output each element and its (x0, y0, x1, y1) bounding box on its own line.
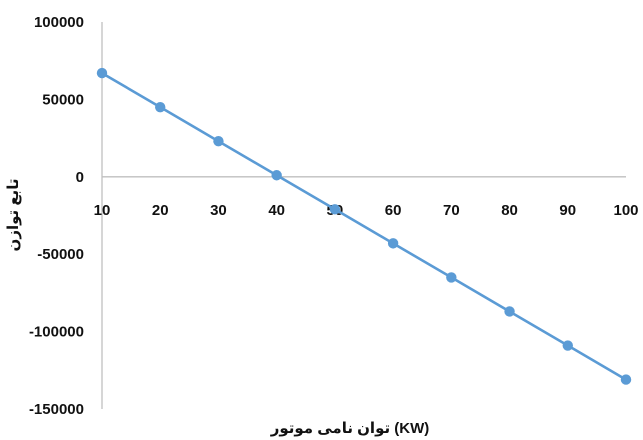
data-point (504, 306, 515, 317)
x-tick-label: 90 (559, 202, 576, 219)
data-point (155, 101, 166, 113)
x-tick-label: 40 (268, 202, 285, 219)
x-tick-label: 100 (613, 202, 638, 219)
y-tick-label: 50000 (42, 91, 84, 108)
data-point (387, 238, 399, 249)
y-axis: 100000 50000 0 -50000 -100000 -150000 (29, 14, 103, 418)
x-tick-label: 70 (443, 202, 460, 219)
x-axis-title: توان نامی موتور (KW) (270, 420, 430, 437)
series-layer (96, 67, 632, 385)
x-axis: 102030405060708090100 (94, 176, 639, 219)
x-tick-label: 80 (501, 202, 518, 219)
x-tick-label: 20 (152, 202, 169, 219)
data-point (271, 170, 282, 181)
data-point (96, 67, 108, 79)
y-tick-label: 100000 (34, 14, 84, 31)
x-tick-label: 30 (210, 202, 227, 219)
y-tick-label: -100000 (29, 324, 84, 341)
y-axis-title: تابع توازن (5, 179, 22, 252)
data-point (213, 135, 224, 147)
data-point (446, 272, 457, 283)
series-line (101, 71, 627, 381)
data-point (620, 374, 632, 385)
x-tick-label: 60 (385, 202, 402, 219)
x-tick-label: 10 (94, 202, 111, 219)
y-tick-label: -50000 (37, 246, 84, 263)
y-tick-label: -150000 (29, 401, 84, 418)
y-tick-label: 0 (76, 169, 84, 186)
data-point (329, 204, 341, 215)
data-point (562, 340, 573, 351)
